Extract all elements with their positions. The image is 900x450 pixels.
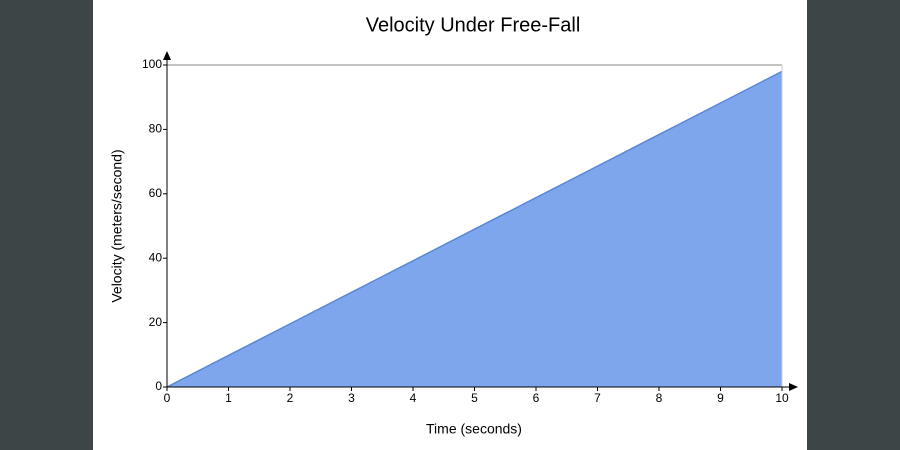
x-tick-label: 5 [471, 391, 478, 405]
y-tick-label: 0 [155, 379, 162, 393]
y-axis-label: Velocity (meters/second) [109, 149, 125, 302]
x-tick-label: 10 [775, 391, 789, 405]
x-tick-label: 0 [164, 391, 171, 405]
y-tick-label: 80 [149, 122, 163, 136]
y-axis-arrow [163, 51, 171, 60]
x-tick-label: 7 [594, 391, 601, 405]
x-tick-label: 4 [410, 391, 417, 405]
x-axis-arrow [789, 383, 798, 391]
x-tick-label: 8 [656, 391, 663, 405]
x-tick-label: 3 [348, 391, 355, 405]
x-tick-label: 9 [717, 391, 724, 405]
y-tick-label: 40 [149, 250, 163, 264]
y-tick-label: 60 [149, 186, 163, 200]
x-axis-label: Time (seconds) [426, 421, 522, 437]
y-tick-label: 20 [149, 315, 163, 329]
x-tick-label: 2 [287, 391, 294, 405]
x-tick-label: 6 [533, 391, 540, 405]
chart-title: Velocity Under Free-Fall [366, 14, 581, 36]
y-tick-label: 100 [142, 57, 162, 71]
area-line [166, 70, 783, 388]
x-tick-label: 1 [225, 391, 232, 405]
